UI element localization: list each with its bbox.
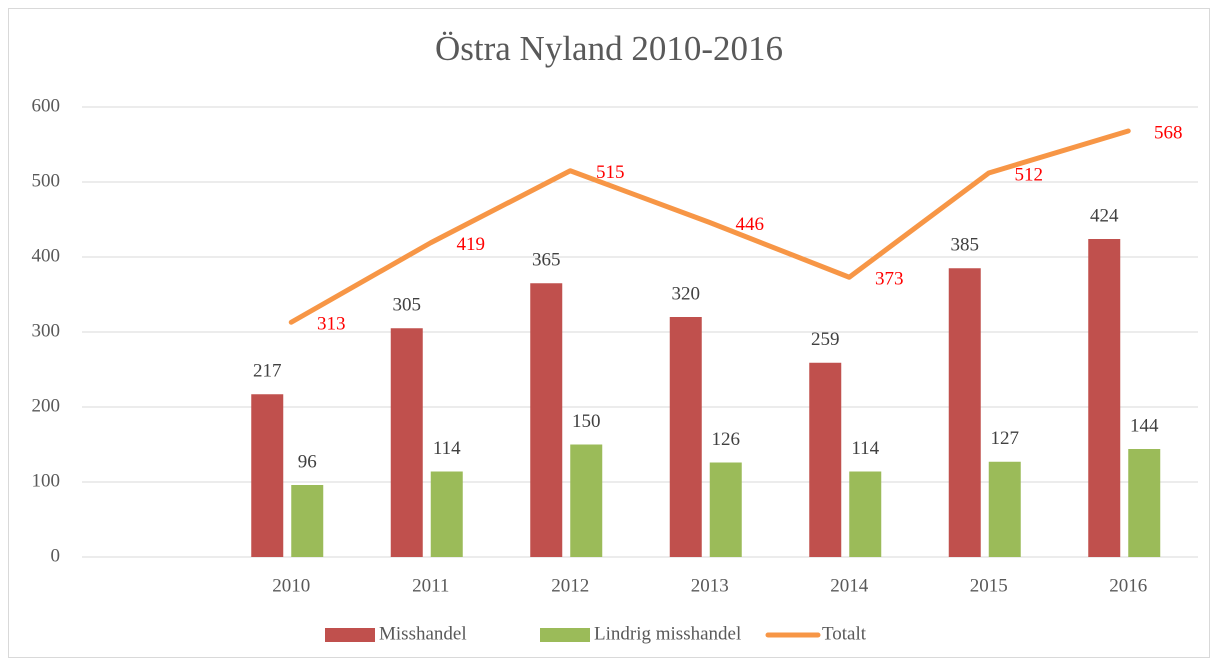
y-tick-label: 200: [32, 395, 61, 416]
y-tick-label: 0: [51, 545, 61, 566]
bar-value-label: 385: [951, 235, 980, 256]
bar: [1128, 449, 1161, 557]
x-tick-label: 2014: [830, 575, 869, 596]
bar-value-label: 217: [253, 361, 282, 382]
legend-swatch: [540, 628, 590, 642]
bar-value-label: 150: [572, 411, 601, 432]
bar: [251, 394, 284, 557]
bar-value-label: 320: [672, 283, 701, 304]
bar: [1088, 239, 1121, 557]
legend-label: Lindrig misshandel: [594, 623, 741, 644]
line-value-label: 313: [317, 314, 346, 335]
line-value-label: 446: [736, 214, 765, 235]
legend-swatch: [325, 628, 375, 642]
bar-value-label: 305: [393, 295, 422, 316]
bar: [390, 328, 423, 557]
bar-value-label: 144: [1130, 415, 1159, 436]
y-tick-label: 400: [32, 245, 61, 266]
y-tick-label: 600: [32, 95, 61, 116]
x-tick-label: 2011: [412, 575, 449, 596]
bar: [988, 461, 1021, 557]
line-value-label: 515: [596, 162, 625, 183]
bar-value-label: 96: [298, 451, 317, 472]
bar: [669, 317, 702, 557]
bar-value-label: 259: [811, 329, 840, 350]
bar-value-label: 114: [851, 438, 879, 459]
bar: [709, 462, 742, 557]
bar: [809, 362, 842, 557]
bar: [849, 471, 882, 557]
line-value-label: 512: [1015, 164, 1044, 185]
chart-title: Östra Nyland 2010-2016: [435, 29, 783, 68]
line-value-label: 568: [1154, 122, 1183, 143]
bar-value-label: 126: [712, 429, 741, 450]
x-tick-label: 2016: [1109, 575, 1147, 596]
chart-border: [8, 8, 1210, 658]
x-tick-label: 2015: [970, 575, 1008, 596]
y-tick-label: 500: [32, 170, 61, 191]
bar-value-label: 424: [1090, 205, 1119, 226]
bar: [530, 283, 563, 557]
bar-value-label: 127: [991, 428, 1020, 449]
x-tick-label: 2013: [691, 575, 729, 596]
bar: [948, 268, 981, 557]
bar: [570, 444, 603, 557]
x-tick-label: 2012: [551, 575, 589, 596]
legend-label: Misshandel: [379, 623, 467, 644]
bar-value-label: 365: [532, 250, 561, 271]
bar-value-label: 114: [433, 438, 461, 459]
y-tick-label: 300: [32, 320, 61, 341]
bar: [430, 471, 463, 557]
line-value-label: 373: [875, 269, 904, 290]
x-tick-label: 2010: [272, 575, 310, 596]
bar: [291, 485, 324, 557]
y-tick-label: 100: [32, 470, 61, 491]
line-value-label: 419: [457, 234, 486, 255]
line: [288, 128, 1131, 325]
legend-label: Totalt: [822, 623, 867, 644]
